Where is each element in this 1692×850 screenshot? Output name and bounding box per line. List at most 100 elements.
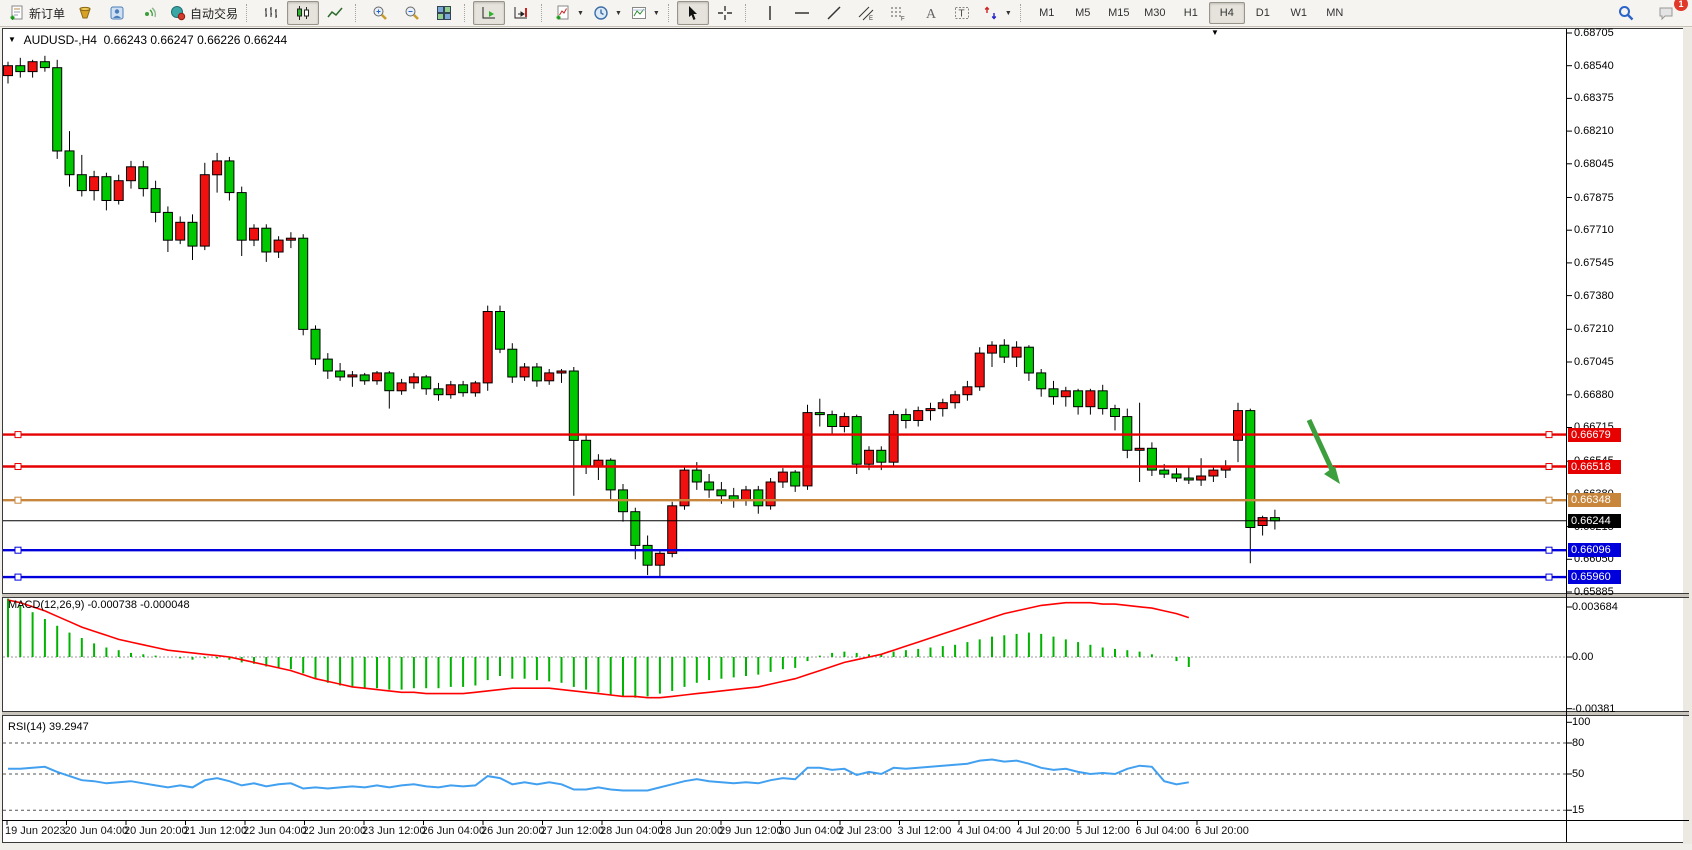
candlestick-button[interactable]: [287, 1, 320, 25]
indicators-button[interactable]: ▼: [550, 1, 588, 25]
rsi-value: 39.2947: [48, 721, 89, 733]
text-button[interactable]: A: [914, 1, 946, 25]
tile-windows-button[interactable]: [428, 1, 460, 25]
pane-splitter-rsi[interactable]: [2, 711, 1689, 716]
arrows-button[interactable]: ▼: [978, 1, 1016, 25]
chart-low-value: 0.66226: [197, 33, 241, 47]
price-tick-label: 0.65885: [1574, 586, 1614, 598]
tf-m5-button[interactable]: M5: [1065, 2, 1101, 24]
rsi-line: [8, 758, 1189, 792]
tf-d1-button-label: D1: [1255, 7, 1270, 19]
candlestick-series: [3, 55, 1280, 578]
tf-m15-button[interactable]: M15: [1101, 2, 1137, 24]
new-order-icon: [8, 4, 26, 22]
zoom-in-button[interactable]: [364, 1, 396, 25]
tf-h4-button-label: H4: [1219, 7, 1234, 19]
scroll-group: [473, 0, 537, 26]
tf-h4-button[interactable]: H4: [1208, 2, 1245, 24]
tf-mn-button[interactable]: MN: [1317, 2, 1353, 24]
autotrading-button[interactable]: 自动交易: [165, 1, 242, 25]
price-level-tag: 0.66096: [1568, 543, 1621, 557]
chart-shift-button[interactable]: [505, 1, 537, 25]
time-axis-label: 28 Jun 04:00: [600, 825, 664, 837]
tf-d1-button[interactable]: D1: [1245, 2, 1281, 24]
time-axis-label: 20 Jun 04:00: [64, 825, 129, 837]
tf-m1-button[interactable]: M1: [1029, 2, 1065, 24]
styler-button[interactable]: [69, 1, 101, 25]
price-tick-label: 0.68540: [1574, 60, 1614, 72]
time-axis-label: 28 Jun 20:00: [659, 825, 724, 837]
macd-tick-label: 0.00: [1572, 651, 1594, 663]
search-button[interactable]: [1610, 1, 1642, 25]
cursor-icon: [684, 4, 702, 22]
notifications-button[interactable]: 1: [1650, 0, 1688, 25]
price-level-tag: 0.66518: [1568, 460, 1621, 474]
macd-histogram: [7, 598, 1190, 698]
pivot-line[interactable]: [3, 496, 1566, 504]
crosshair-button[interactable]: [709, 1, 741, 25]
time-axis-label: 23 Jun 12:00: [362, 825, 426, 837]
price-level-tag: 0.65960: [1568, 570, 1621, 584]
tf-m30-button[interactable]: M30: [1137, 2, 1173, 24]
price-tick-label: 0.68210: [1574, 125, 1614, 137]
autoscroll-button[interactable]: [473, 1, 506, 25]
resistance-line[interactable]: [3, 431, 1566, 439]
zoom-out-button[interactable]: [396, 1, 428, 25]
objects-group: E F A T ▼: [754, 0, 1016, 26]
tf-m15-button-label: M15: [1108, 7, 1130, 19]
text-label-button[interactable]: T: [946, 1, 978, 25]
tf-h1-button[interactable]: H1: [1173, 2, 1209, 24]
new-order-button-label: 新订单: [29, 6, 66, 21]
tf-w1-button[interactable]: W1: [1281, 2, 1317, 24]
line-chart-icon: [326, 4, 344, 22]
chart-symbol-period: AUDUSD-,H4: [23, 33, 97, 47]
trend-arrow-annotation[interactable]: [1306, 418, 1340, 484]
time-axis-label: 2 Jul 23:00: [838, 825, 892, 837]
periods-button[interactable]: ▼: [588, 1, 626, 25]
time-axis-label: 19 Jun 2023: [5, 825, 66, 837]
svg-text:F: F: [901, 17, 905, 23]
price-tick-label: 0.66880: [1574, 389, 1614, 401]
time-axis-label: 22 Jun 04:00: [243, 825, 307, 837]
svg-text:E: E: [869, 16, 873, 22]
rsi-tick-label: 100: [1572, 716, 1591, 728]
macd-indicator-label: MACD(12,26,9) -0.000738 -0.000048: [8, 599, 190, 611]
horizontal-line-button[interactable]: [786, 1, 818, 25]
rsi-tick-label: 15: [1572, 804, 1585, 816]
chart-open-value: 0.66243: [103, 33, 147, 47]
chart-dropdown-icon[interactable]: ▼: [8, 35, 16, 44]
new-order-button[interactable]: 新订单: [4, 1, 69, 25]
profile-icon: [108, 4, 126, 22]
text-label-icon: T: [953, 4, 971, 22]
window-right-strip: [1683, 28, 1692, 844]
cursor-button[interactable]: [676, 1, 709, 25]
pane-splitter-macd[interactable]: [2, 593, 1689, 598]
bar-chart-button[interactable]: [255, 1, 287, 25]
price-level-tag: 0.66244: [1568, 514, 1621, 528]
time-axis-label: 27 Jun 12:00: [540, 825, 605, 837]
channel-button[interactable]: E: [850, 1, 882, 25]
trendline-button[interactable]: [818, 1, 850, 25]
signals-button[interactable]: [133, 1, 165, 25]
toolbar-separator: [541, 4, 546, 22]
price-tick-label: 0.67380: [1574, 290, 1614, 302]
fibonacci-button[interactable]: F: [882, 1, 914, 25]
indicators-icon: [554, 4, 572, 22]
support-line[interactable]: [3, 546, 1566, 554]
price-tick-label: 0.67210: [1574, 323, 1614, 335]
support-line[interactable]: [3, 573, 1566, 581]
tf-h1-button-label: H1: [1183, 7, 1198, 19]
resistance-line[interactable]: [3, 463, 1566, 470]
templates-button[interactable]: ▼: [626, 1, 664, 25]
signals-icon: [140, 4, 158, 22]
zoom-group: [364, 0, 460, 26]
line-chart-button[interactable]: [319, 1, 351, 25]
vertical-line-button[interactable]: [754, 1, 786, 25]
tf-w1-button-label: W1: [1290, 7, 1308, 19]
candlestick-icon: [294, 4, 312, 22]
price-axis-line[interactable]: [1566, 29, 1567, 842]
time-axis-label: 6 Jul 20:00: [1195, 825, 1249, 837]
profile-button[interactable]: [101, 1, 133, 25]
toolbar-separator: [355, 4, 360, 22]
